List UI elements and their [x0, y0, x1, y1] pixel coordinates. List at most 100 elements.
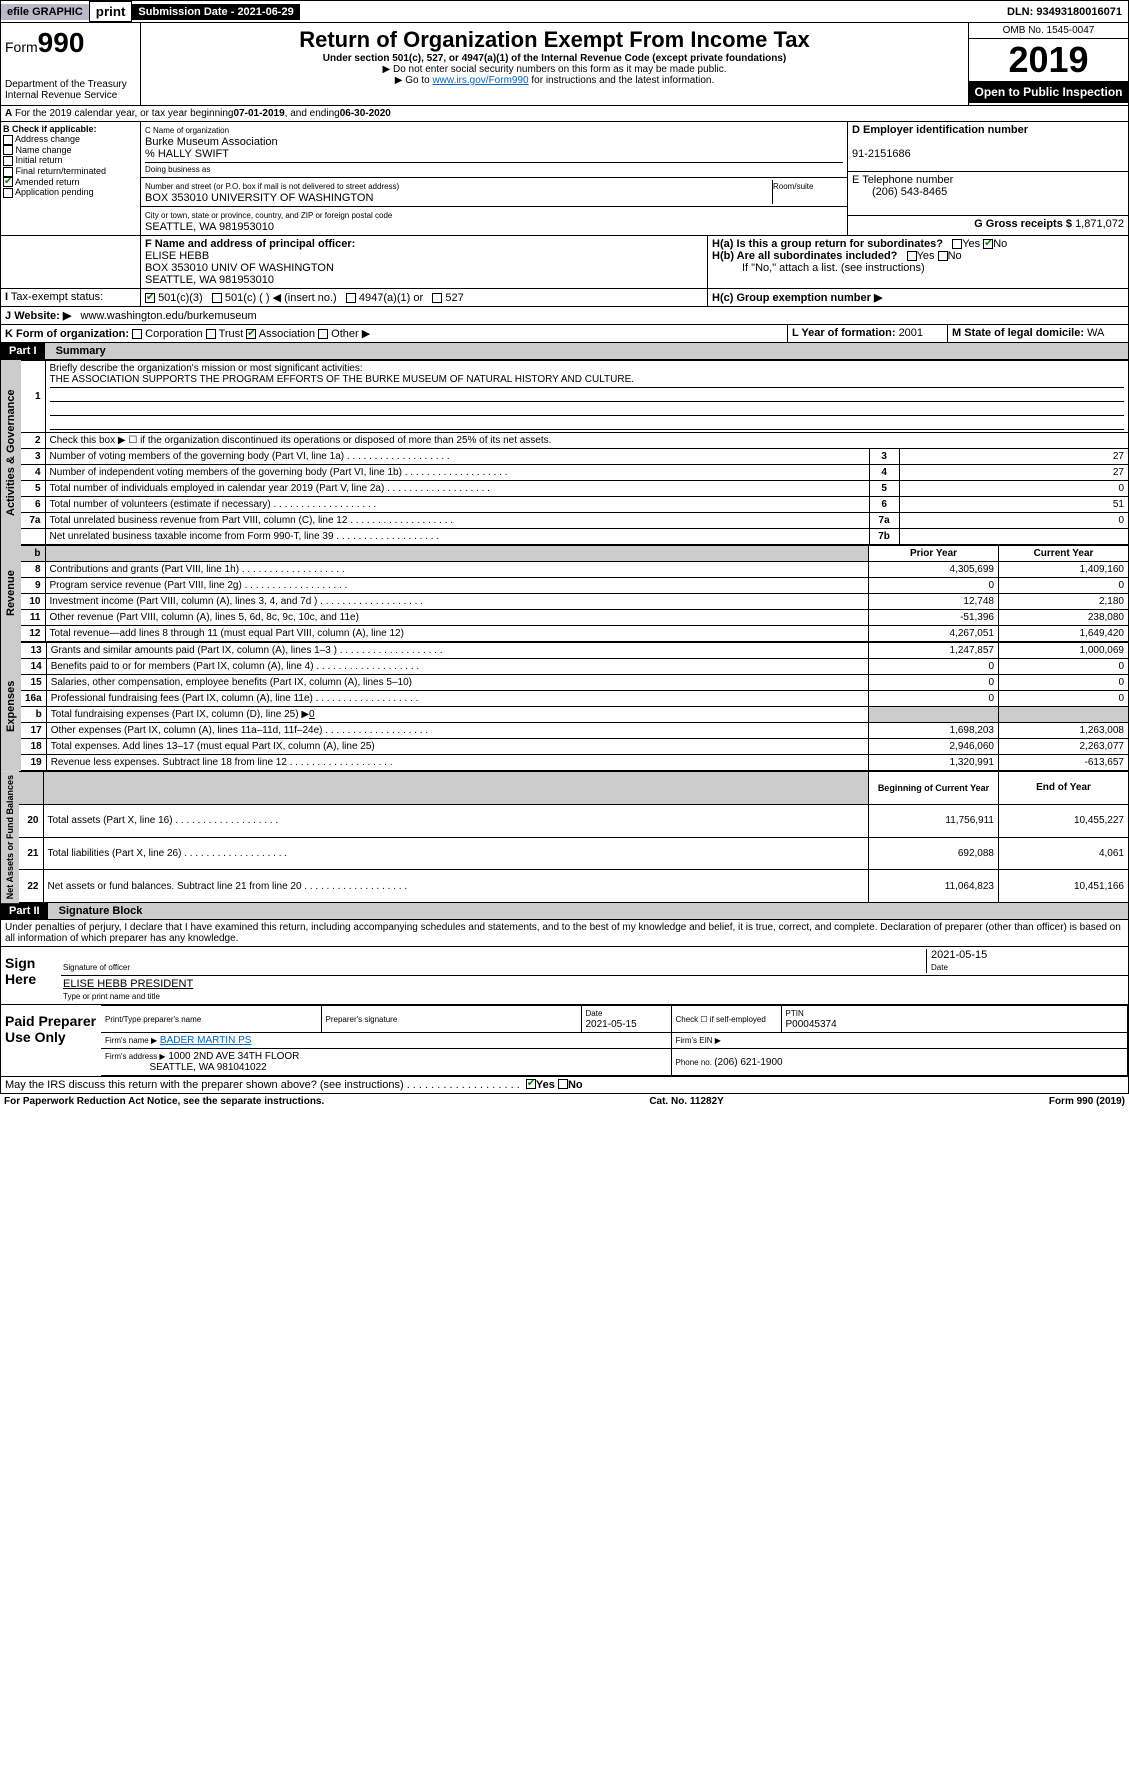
- l16b-val: 0: [309, 709, 315, 720]
- submission-date: Submission Date - 2021-06-29: [132, 4, 299, 20]
- discuss-row: May the IRS discuss this return with the…: [0, 1077, 1129, 1094]
- row-i-tax-status: I Tax-exempt status: 501(c)(3) 501(c) ( …: [0, 289, 1129, 307]
- firm-name-link[interactable]: BADER MARTIN PS: [160, 1035, 252, 1046]
- name-change-checkbox[interactable]: [3, 145, 13, 155]
- line4-val: 27: [899, 465, 1128, 481]
- city-state-zip: SEATTLE, WA 981953010: [145, 221, 274, 233]
- pra-notice: For Paperwork Reduction Act Notice, see …: [4, 1096, 324, 1107]
- l18-curr: 2,263,077: [999, 739, 1129, 755]
- cal-year-text: For the 2019 calendar year, or tax year …: [15, 108, 233, 119]
- 501c3-checkbox[interactable]: [145, 293, 155, 303]
- l8-curr: 1,409,160: [999, 562, 1129, 578]
- form-header: Form990 Department of the Treasury Inter…: [0, 23, 1129, 106]
- l15-curr: 0: [999, 675, 1129, 691]
- amended-checkbox[interactable]: [3, 177, 13, 187]
- l13-prior: 1,247,857: [869, 643, 999, 659]
- officer-addr1: BOX 353010 UNIV OF WASHINGTON: [145, 262, 334, 274]
- app-pending-checkbox[interactable]: [3, 188, 13, 198]
- hb-no-checkbox[interactable]: [938, 251, 948, 261]
- line3-val: 27: [899, 449, 1128, 465]
- l17-prior: 1,698,203: [869, 723, 999, 739]
- perjury-statement: Under penalties of perjury, I declare th…: [0, 920, 1129, 947]
- l11-prior: -51,396: [869, 610, 999, 626]
- firm-addr2: SEATTLE, WA 981041022: [149, 1062, 266, 1073]
- l19-prior: 1,320,991: [869, 755, 999, 771]
- other-checkbox[interactable]: [318, 329, 328, 339]
- exp-side-label: Expenses: [1, 642, 21, 771]
- hb-yes-checkbox[interactable]: [907, 251, 917, 261]
- ty-end: 06-30-2020: [340, 108, 391, 119]
- d-label: D Employer identification number: [852, 124, 1028, 136]
- ein-value: 91-2151686: [852, 148, 911, 160]
- ha-no-checkbox[interactable]: [983, 239, 993, 249]
- tax-year: 2019: [969, 39, 1128, 81]
- l10-prior: 12,748: [869, 594, 999, 610]
- final-return-checkbox[interactable]: [3, 167, 13, 177]
- l13-curr: 1,000,069: [999, 643, 1129, 659]
- discuss-yes-checkbox[interactable]: [526, 1079, 536, 1089]
- l10-curr: 2,180: [999, 594, 1129, 610]
- g-label: G Gross receipts $: [974, 218, 1075, 230]
- l12-prior: 4,267,051: [869, 626, 999, 642]
- open-public-badge: Open to Public Inspection: [969, 81, 1128, 103]
- l9-curr: 0: [999, 578, 1129, 594]
- b-label: B Check if applicable:: [3, 124, 97, 134]
- line6-val: 51: [899, 497, 1128, 513]
- phone-value: (206) 543-8465: [852, 186, 947, 198]
- corp-checkbox[interactable]: [132, 329, 142, 339]
- l19-curr: -613,657: [999, 755, 1129, 771]
- sig-date: 2021-05-15: [931, 949, 987, 961]
- state-domicile: WA: [1087, 327, 1104, 339]
- ptin: P00045374: [786, 1019, 837, 1030]
- goto-pre: ▶ Go to: [395, 75, 433, 86]
- l22-prior: 11,064,823: [869, 870, 999, 903]
- street-address: BOX 353010 UNIVERSITY OF WASHINGTON: [145, 192, 373, 204]
- 501c-checkbox[interactable]: [212, 293, 222, 303]
- gov-side-label: Activities & Governance: [1, 360, 21, 545]
- print-button[interactable]: print: [89, 1, 133, 22]
- officer-print-name: ELISE HEBB PRESIDENT: [63, 978, 193, 990]
- f-label: F Name and address of principal officer:: [145, 238, 355, 250]
- goto-post: for instructions and the latest informat…: [529, 75, 715, 86]
- row-j-website: J Website: ▶ www.washington.edu/burkemus…: [0, 307, 1129, 325]
- l16a-prior: 0: [869, 691, 999, 707]
- 527-checkbox[interactable]: [432, 293, 442, 303]
- e-label: E Telephone number: [852, 174, 953, 186]
- l14-prior: 0: [869, 659, 999, 675]
- part2-header: Part II Signature Block: [0, 903, 1129, 920]
- firm-phone: (206) 621-1900: [714, 1057, 782, 1068]
- initial-return-checkbox[interactable]: [3, 156, 13, 166]
- ssn-note: ▶ Do not enter social security numbers o…: [145, 64, 964, 75]
- trust-checkbox[interactable]: [206, 329, 216, 339]
- l21-prior: 692,088: [869, 837, 999, 870]
- l17-curr: 1,263,008: [999, 723, 1129, 739]
- sign-here-block: Sign Here Signature of officer 2021-05-1…: [0, 947, 1129, 1005]
- form-number: 990: [38, 27, 85, 58]
- l12-curr: 1,649,420: [999, 626, 1129, 642]
- l11-curr: 238,080: [999, 610, 1129, 626]
- rev-side-label: Revenue: [1, 545, 21, 642]
- line5-val: 0: [899, 481, 1128, 497]
- line7a-val: 0: [899, 513, 1128, 529]
- row-a: A For the 2019 calendar year, or tax yea…: [0, 106, 1129, 122]
- l18-prior: 2,946,060: [869, 739, 999, 755]
- form-title: Return of Organization Exempt From Incom…: [145, 27, 964, 53]
- care-of: % HALLY SWIFT: [145, 148, 229, 160]
- form-ref: Form 990 (2019): [1049, 1096, 1125, 1107]
- l20-prior: 11,756,911: [869, 804, 999, 837]
- c-label: C Name of organization: [145, 126, 229, 135]
- l16a-curr: 0: [999, 691, 1129, 707]
- instructions-link[interactable]: www.irs.gov/Form990: [432, 75, 528, 86]
- org-name: Burke Museum Association: [145, 136, 278, 148]
- assoc-checkbox[interactable]: [246, 329, 256, 339]
- officer-addr2: SEATTLE, WA 981953010: [145, 274, 274, 286]
- row-bcdefg: B Check if applicable: Address change Na…: [0, 122, 1129, 236]
- addr-change-checkbox[interactable]: [3, 135, 13, 145]
- l9-prior: 0: [869, 578, 999, 594]
- l14-curr: 0: [999, 659, 1129, 675]
- ha-yes-checkbox[interactable]: [952, 239, 962, 249]
- form-subtitle: Under section 501(c), 527, or 4947(a)(1)…: [145, 53, 964, 64]
- ty-begin: 07-01-2019: [234, 108, 285, 119]
- discuss-no-checkbox[interactable]: [558, 1079, 568, 1089]
- 4947-checkbox[interactable]: [346, 293, 356, 303]
